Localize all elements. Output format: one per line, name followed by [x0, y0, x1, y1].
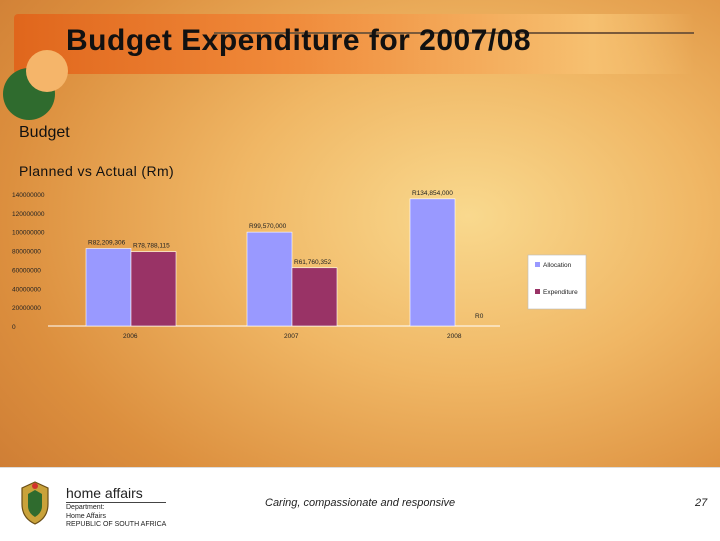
data-label: R134,854,000: [412, 190, 453, 197]
bar-expenditure-2006: [130, 251, 177, 327]
footer: home affairs Department: Home Affairs RE…: [0, 467, 720, 541]
legend-label-allocation: Allocation: [543, 262, 572, 269]
data-label: R78,788,115: [133, 243, 170, 250]
legend-swatch-expenditure: [535, 289, 540, 294]
title-banner: [14, 14, 694, 74]
legend-label-expenditure: Expenditure: [543, 289, 578, 296]
y-tick-label: 100000000: [12, 230, 45, 237]
bar-allocation-2008: [409, 198, 456, 327]
y-tick-label: 120000000: [12, 211, 45, 218]
y-tick-label: 60000000: [12, 267, 41, 274]
brand-name: home affairs: [66, 485, 143, 501]
bar-expenditure-2007: [291, 267, 338, 327]
x-tick-label: 2007: [284, 333, 299, 340]
y-tick-label: 40000000: [12, 286, 41, 293]
x-tick-label: 2008: [447, 333, 462, 340]
chart-subtitle: Planned vs Actual (Rm): [19, 163, 175, 179]
y-tick-label: 140000000: [12, 192, 45, 199]
y-tick-label: 0: [12, 324, 16, 331]
brand-divider: [66, 502, 166, 503]
legend-swatch-allocation: [535, 262, 540, 267]
bar-allocation-2007: [246, 231, 293, 327]
coat-of-arms-icon: [21, 481, 49, 525]
page-number: 27: [695, 497, 708, 509]
slide-title: Budget Expenditure for 2007/08: [66, 24, 532, 57]
budget-bar-chart: 0 20000000 40000000 60000000 80000000 1000000…: [12, 190, 587, 340]
data-label: R82,209,306: [88, 239, 126, 246]
y-tick-label: 20000000: [12, 305, 41, 312]
y-tick-label: 80000000: [12, 249, 41, 256]
tagline: Caring, compassionate and responsive: [265, 497, 456, 509]
data-label: R0: [475, 313, 484, 320]
section-heading: Budget: [19, 124, 70, 141]
legend-box: [527, 254, 587, 310]
bar-allocation-2006: [85, 248, 132, 327]
data-label: R61,760,352: [294, 259, 332, 266]
decorative-circle-orange: [26, 50, 68, 92]
department-name: Department: Home Affairs REPUBLIC OF SOU…: [66, 504, 167, 528]
data-label: R99,570,000: [249, 223, 287, 230]
x-tick-label: 2006: [123, 333, 138, 340]
